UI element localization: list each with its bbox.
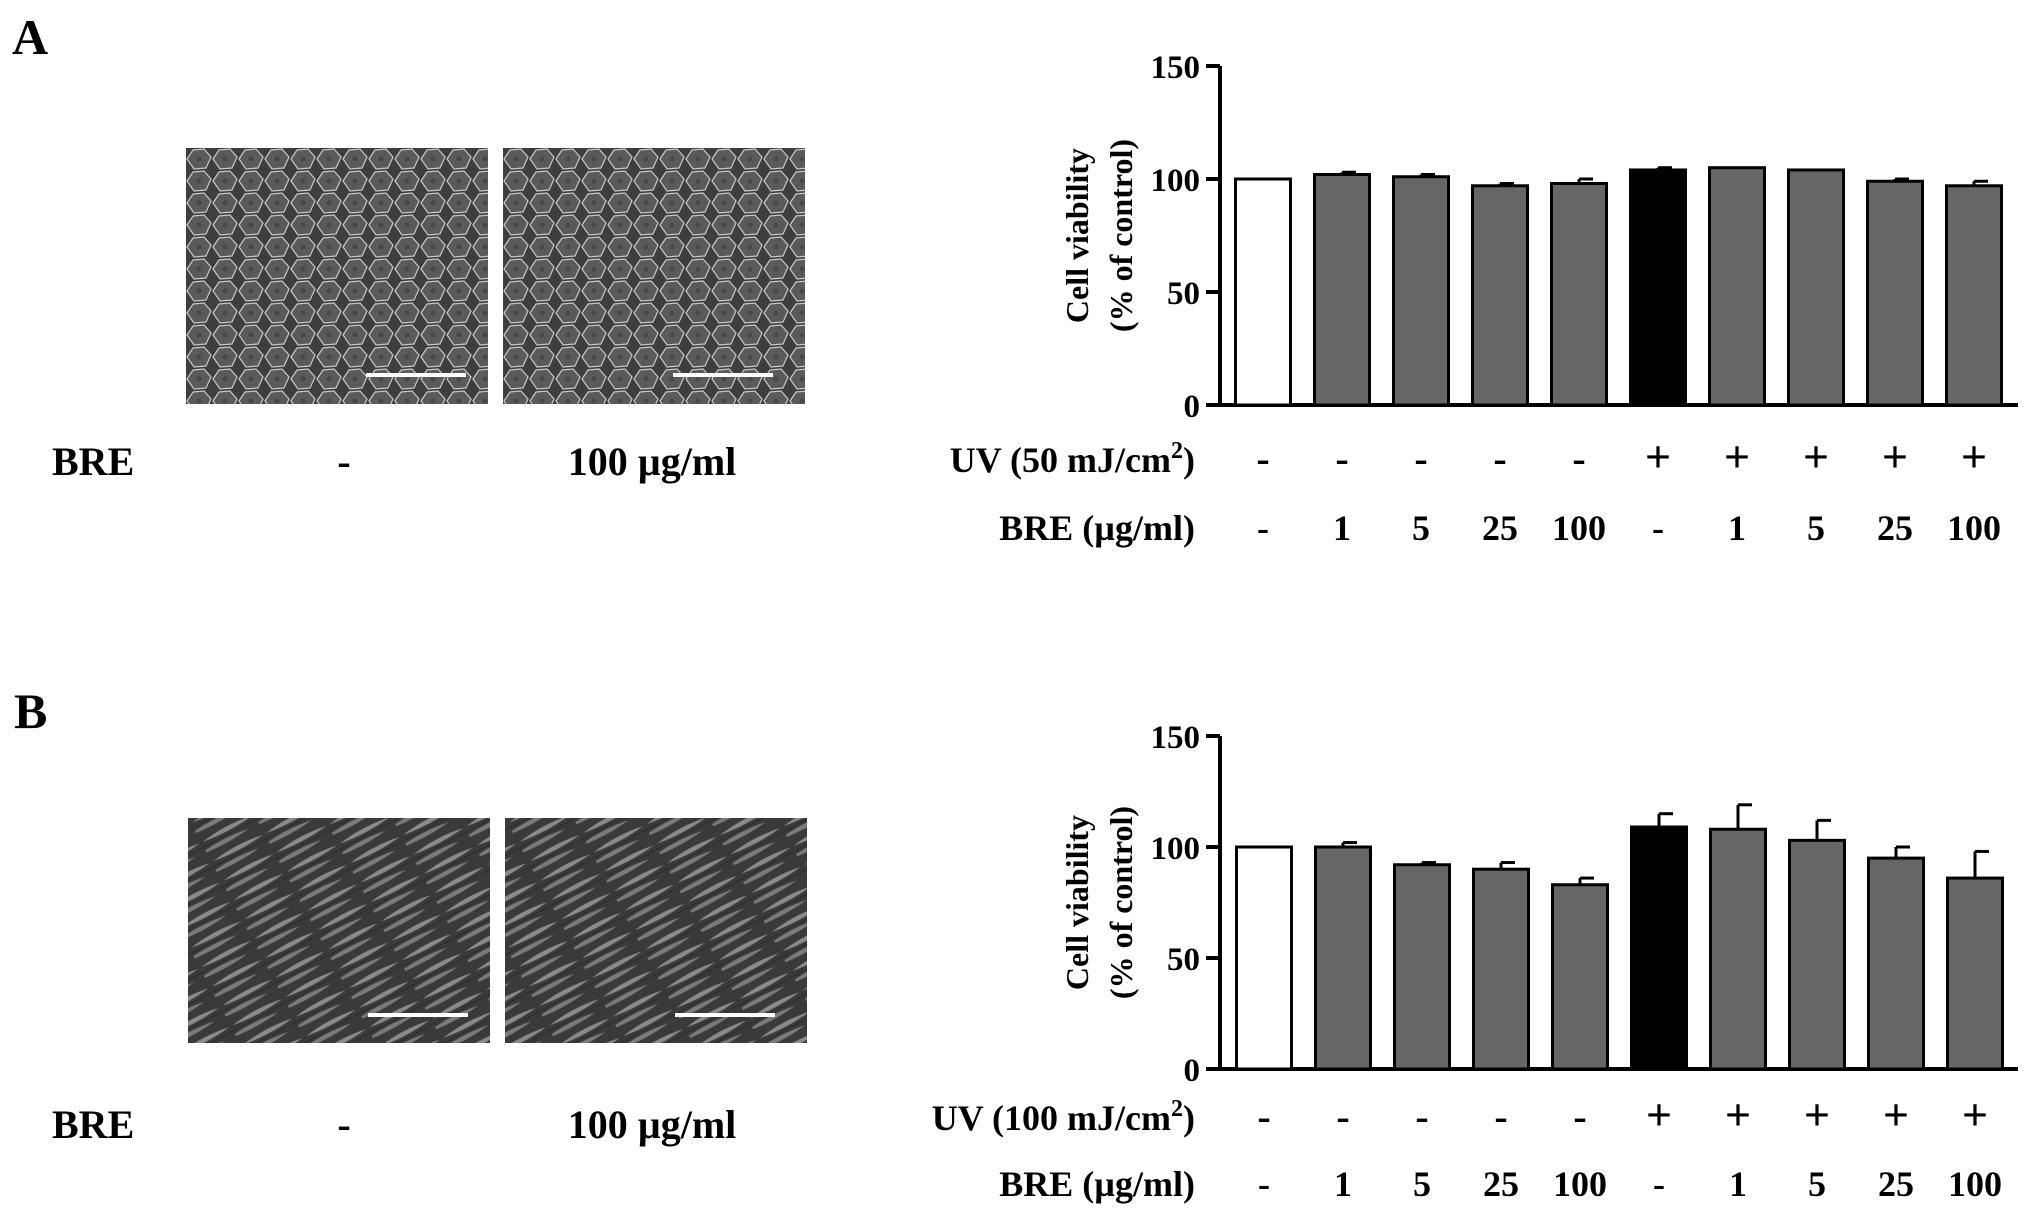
bar-6 [1709,827,1767,1071]
micrograph-a-treated [503,148,805,404]
bre-dose-3: 25 [1483,1164,1519,1204]
bre-dose-8: 25 [1878,1164,1914,1204]
bar-7 [1788,838,1846,1071]
uv-sign-4: - [1573,1094,1586,1139]
scale-bar [368,1013,468,1017]
uv-sign-0: - [1256,436,1269,481]
bar-9 [1945,184,2003,407]
bar-0 [1235,845,1293,1071]
bar-7 [1787,168,1845,407]
uv-sign-4: - [1572,436,1585,481]
bar-2 [1392,175,1450,407]
bre-dose-4: 100 [1552,508,1606,548]
uv-sign-3: - [1494,1094,1507,1139]
micrograph-b-control [188,818,490,1074]
micrograph-b-treated [505,818,807,1074]
bar-5 [1629,168,1687,407]
uv-sign-5: + [1646,1089,1672,1140]
uv-sign-5: + [1645,431,1671,482]
panel-b-letter: B [14,683,48,739]
bre-dose-8: 25 [1877,508,1913,548]
uv-sign-7: + [1803,431,1829,482]
bre-dose-6: 1 [1729,1164,1747,1204]
panel-a-treatment-label: BRE [52,439,135,484]
y-axis-label-line2: (% of control) [1103,806,1139,999]
y-tick-label-2: 100 [1151,831,1201,867]
uv-sign-1: - [1336,1094,1349,1139]
bre-dose-1: 1 [1334,1164,1352,1204]
bre-dose-9: 100 [1947,508,2001,548]
micrograph-a-control [186,148,488,404]
bar-5 [1630,825,1688,1071]
bre-row-label: BRE (µg/ml) [999,1164,1195,1204]
bar-6 [1708,166,1766,407]
uv-sign-2: - [1414,436,1427,481]
bar-1 [1314,845,1372,1071]
bre-dose-7: 5 [1807,508,1825,548]
bar-8 [1867,856,1925,1071]
bre-dose-5: - [1652,508,1664,548]
bre-dose-2: 5 [1412,508,1430,548]
bar-4 [1551,883,1609,1071]
bre-dose-2: 5 [1413,1164,1431,1204]
bar-3 [1472,867,1530,1071]
uv-sign-1: - [1335,436,1348,481]
y-axis-label-line2: (% of control) [1103,139,1139,332]
y-axis-label-line1: Cell viability [1059,148,1095,323]
bre-row-label: BRE (µg/ml) [999,508,1195,548]
panel-b-condition-treated: 100 µg/ml [567,1102,737,1147]
y-tick-label-1: 50 [1167,276,1200,312]
uv-row-label: UV (50 mJ/cm2) [950,438,1195,480]
bar-0 [1234,177,1292,407]
panel-b-condition-control: - [337,1102,351,1147]
uv-sign-9: + [1961,431,1987,482]
y-tick-label-3: 150 [1151,50,1201,86]
bre-dose-1: 1 [1333,508,1351,548]
uv-row-label: UV (100 mJ/cm2) [932,1096,1195,1138]
micrograph-a-control-image [186,148,488,404]
uv-sign-9: + [1962,1089,1988,1140]
uv-sign-8: + [1882,431,1908,482]
panel-a-condition-control: - [337,439,351,484]
bar-8 [1866,179,1924,407]
y-tick-label-2: 100 [1151,163,1201,199]
scale-bar [366,373,466,377]
bre-dose-4: 100 [1553,1164,1607,1204]
uv-sign-2: - [1415,1094,1428,1139]
y-tick-label-0: 0 [1184,389,1201,425]
y-tick-label-3: 150 [1151,720,1201,756]
bre-dose-0: - [1258,1164,1270,1204]
panel-a-condition-treated: 100 µg/ml [567,439,737,484]
bar-2 [1393,863,1451,1071]
bre-dose-9: 100 [1948,1164,2002,1204]
uv-sign-7: + [1804,1089,1830,1140]
scale-bar [675,1013,775,1017]
bre-dose-3: 25 [1482,508,1518,548]
bar-4 [1550,182,1608,407]
bre-dose-7: 5 [1808,1164,1826,1204]
uv-sign-6: + [1724,431,1750,482]
y-tick-label-0: 0 [1184,1053,1201,1089]
uv-sign-3: - [1493,436,1506,481]
panel-a-letter: A [12,9,49,65]
panel-b-treatment-label: BRE [52,1102,135,1147]
micrograph-b-treated-image [505,818,807,1043]
bre-dose-0: - [1257,508,1269,548]
y-tick-label-1: 50 [1167,942,1200,978]
scale-bar [673,373,773,377]
uv-sign-6: + [1725,1089,1751,1140]
micrograph-b-control-image [188,818,490,1043]
bar-3 [1471,184,1529,407]
bre-dose-5: - [1653,1164,1665,1204]
uv-sign-8: + [1883,1089,1909,1140]
bar-9 [1946,876,2004,1071]
uv-sign-0: - [1257,1094,1270,1139]
bar-1 [1313,172,1371,407]
micrograph-a-treated-image [503,148,805,404]
y-axis-label-line1: Cell viability [1059,815,1095,990]
bre-dose-6: 1 [1728,508,1746,548]
